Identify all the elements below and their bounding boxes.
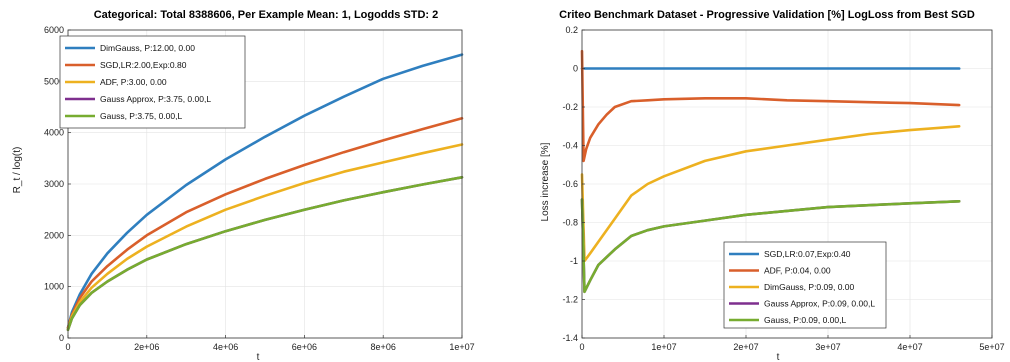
- y-tick-label: 0.2: [565, 25, 578, 35]
- y-tick-label: 2000: [44, 230, 64, 240]
- series-line-3: [66, 176, 464, 332]
- y-tick-label: 3000: [44, 179, 64, 189]
- right-chart-y-ticks: -1.4 -1.2 -1 -0.8 -0.6 -0.4 -0.2 0 0.2: [562, 25, 585, 343]
- right-chart-x-ticks: 0 1e+07 2e+07 3e+07 4e+07 5e+07: [579, 335, 1005, 352]
- y-tick-label: -1.2: [562, 295, 578, 305]
- legend-entry-label: Gauss Approx, P:0.09, 0.00,L: [764, 299, 875, 309]
- y-tick-label: -1: [570, 256, 578, 266]
- legend-entry-label: Gauss Approx, P:3.75, 0.00,L: [100, 94, 211, 104]
- x-tick-label: 0: [579, 342, 584, 352]
- legend-entry-label: ADF, P:0.04, 0.00: [764, 266, 831, 276]
- x-tick-label: 6e+06: [292, 342, 317, 352]
- x-tick-label: 4e+07: [897, 342, 922, 352]
- right-chart-y-label: Loss increase [%]: [540, 142, 551, 221]
- series-line-4: [66, 176, 464, 332]
- right-chart-legend: SGD,LR:0.07,Exp:0.40 ADF, P:0.04, 0.00 Dim…: [723, 241, 887, 329]
- y-tick-label: 5000: [44, 76, 64, 86]
- x-tick-label: 1e+07: [651, 342, 676, 352]
- right-chart-legend-box: [723, 241, 887, 329]
- y-tick-label: -0.2: [562, 102, 578, 112]
- y-tick-label: -0.4: [562, 141, 578, 151]
- left-chart: Categorical: Total 8388606, Per Example …: [12, 9, 475, 362]
- legend-entry-label: SGD,LR:2.00,Exp:0.80: [100, 60, 187, 70]
- x-tick-label: 4e+06: [213, 342, 238, 352]
- legend-entry-label: ADF, P:3.00, 0.00: [100, 77, 167, 87]
- series-line-0: [66, 53, 464, 330]
- series-line-2: [66, 143, 464, 331]
- x-tick-label: 2e+07: [733, 342, 758, 352]
- legend-entry-label: DimGauss, P:0.09, 0.00: [764, 282, 855, 292]
- right-chart-x-label: t: [777, 352, 780, 362]
- right-chart: Criteo Benchmark Dataset - Progressive V…: [540, 9, 1005, 362]
- left-chart-x-label: t: [257, 352, 260, 362]
- left-chart-legend-box: [59, 35, 246, 129]
- right-chart-series-group: [580, 49, 961, 294]
- x-tick-label: 2e+06: [134, 342, 159, 352]
- left-chart-x-ticks: 0 2e+06 4e+06 6e+06 8e+06 1e+07: [65, 335, 475, 352]
- left-chart-y-ticks: 0 1000 2000 3000 4000 5000 6000: [44, 25, 71, 343]
- left-chart-series-group: [66, 53, 464, 332]
- series-line-4: [580, 198, 961, 294]
- legend-entry-label: SGD,LR:0.07,Exp:0.40: [764, 249, 851, 259]
- x-tick-label: 5e+07: [979, 342, 1004, 352]
- series-line-1: [580, 49, 961, 163]
- x-tick-label: 0: [65, 342, 70, 352]
- y-tick-label: 1000: [44, 282, 64, 292]
- left-chart-legend: DimGauss, P:12.00, 0.00 SGD,LR:2.00,Exp:0…: [59, 35, 246, 129]
- y-tick-label: -0.8: [562, 218, 578, 228]
- y-tick-label: 6000: [44, 25, 64, 35]
- y-tick-label: 4000: [44, 128, 64, 138]
- y-tick-label: -0.6: [562, 179, 578, 189]
- y-tick-label: 0: [573, 64, 578, 74]
- legend-entry-label: Gauss, P:3.75, 0.00,L: [100, 111, 182, 121]
- y-tick-label: -1.4: [562, 333, 578, 343]
- x-tick-label: 1e+07: [449, 342, 474, 352]
- right-chart-title: Criteo Benchmark Dataset - Progressive V…: [559, 9, 975, 21]
- x-tick-label: 8e+06: [371, 342, 396, 352]
- x-tick-label: 3e+07: [815, 342, 840, 352]
- left-chart-title: Categorical: Total 8388606, Per Example …: [94, 9, 439, 21]
- series-line-1: [66, 117, 464, 330]
- y-tick-label: 0: [59, 333, 64, 343]
- legend-entry-label: Gauss, P:0.09, 0.00,L: [764, 315, 846, 325]
- series-line-2: [580, 125, 961, 263]
- left-chart-y-label: R_t / log(t): [12, 147, 23, 194]
- legend-entry-label: DimGauss, P:12.00, 0.00: [100, 43, 195, 53]
